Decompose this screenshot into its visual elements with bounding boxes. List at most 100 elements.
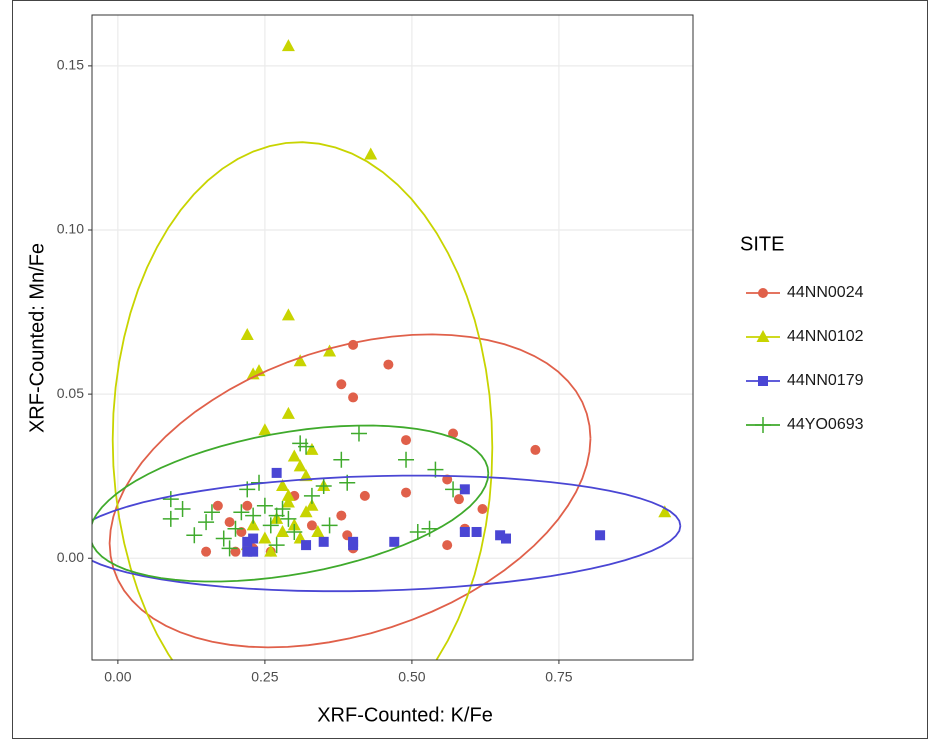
y-tick-label: 0.05 bbox=[57, 385, 84, 401]
point bbox=[293, 459, 307, 472]
legend-marker bbox=[756, 330, 770, 342]
point bbox=[240, 328, 254, 341]
point bbox=[264, 544, 278, 557]
point bbox=[333, 451, 350, 468]
point bbox=[303, 487, 320, 504]
point bbox=[203, 504, 220, 521]
point bbox=[293, 354, 307, 367]
point bbox=[315, 478, 332, 495]
point bbox=[271, 467, 282, 478]
point bbox=[445, 481, 462, 498]
point bbox=[186, 527, 203, 544]
point bbox=[500, 533, 511, 544]
point bbox=[658, 505, 672, 518]
x-axis-title: XRF-Counted: K/Fe bbox=[317, 704, 493, 726]
point bbox=[350, 425, 367, 442]
point bbox=[262, 517, 279, 534]
point bbox=[301, 540, 312, 551]
point bbox=[318, 536, 329, 547]
point bbox=[248, 533, 259, 544]
point bbox=[281, 495, 295, 508]
point bbox=[236, 526, 247, 537]
point bbox=[383, 359, 394, 370]
point bbox=[198, 514, 215, 531]
point bbox=[398, 451, 415, 468]
point bbox=[242, 500, 253, 511]
point bbox=[274, 501, 291, 518]
x-tick-label: 0.25 bbox=[251, 669, 278, 685]
x-tick-label: 0.00 bbox=[104, 669, 131, 685]
point bbox=[215, 530, 232, 547]
y-tick-label: 0.00 bbox=[57, 549, 84, 565]
point bbox=[401, 487, 412, 498]
point bbox=[298, 438, 315, 455]
point bbox=[359, 490, 370, 501]
point bbox=[323, 344, 337, 357]
point bbox=[364, 147, 378, 160]
legend-marker bbox=[755, 417, 771, 433]
point bbox=[245, 507, 262, 524]
point bbox=[281, 308, 295, 321]
point bbox=[224, 517, 235, 528]
point bbox=[299, 469, 313, 482]
confidence-ellipse bbox=[111, 141, 494, 660]
point bbox=[409, 523, 426, 540]
point bbox=[248, 546, 259, 557]
x-tick-label: 0.75 bbox=[545, 669, 572, 685]
point bbox=[305, 442, 319, 455]
point bbox=[286, 523, 303, 540]
legend-label: 44NN0102 bbox=[787, 328, 864, 345]
point bbox=[336, 379, 347, 390]
plot-area bbox=[92, 39, 682, 660]
point bbox=[162, 510, 179, 527]
point bbox=[230, 546, 241, 557]
point bbox=[174, 501, 191, 518]
point bbox=[276, 479, 290, 492]
point bbox=[299, 505, 313, 518]
point bbox=[276, 524, 290, 537]
point bbox=[459, 484, 470, 495]
point bbox=[233, 504, 250, 521]
point bbox=[495, 530, 506, 541]
panel-border bbox=[91, 14, 694, 661]
point bbox=[281, 39, 295, 52]
point bbox=[401, 435, 412, 446]
point bbox=[311, 524, 325, 537]
point bbox=[258, 531, 272, 544]
legend-label: 44NN0024 bbox=[787, 284, 864, 301]
point bbox=[268, 537, 285, 554]
x-tick-label: 0.50 bbox=[398, 669, 425, 685]
point bbox=[595, 530, 606, 541]
point bbox=[227, 520, 244, 537]
point bbox=[471, 526, 482, 537]
legend-title: SITE bbox=[740, 233, 784, 255]
point bbox=[280, 510, 297, 527]
legend-marker bbox=[758, 288, 768, 298]
plot-panel bbox=[92, 15, 693, 660]
point bbox=[212, 500, 223, 511]
point bbox=[477, 504, 488, 515]
confidence-ellipse bbox=[108, 333, 592, 649]
point bbox=[348, 536, 359, 547]
y-axis-title: XRF-Counted: Mn/Fe bbox=[26, 243, 48, 433]
point bbox=[242, 546, 253, 557]
point bbox=[242, 536, 253, 547]
confidence-ellipse bbox=[92, 424, 490, 583]
confidence-ellipse bbox=[92, 474, 682, 593]
legend-label: 44YO0693 bbox=[787, 416, 864, 433]
point bbox=[442, 474, 453, 485]
point bbox=[287, 449, 301, 462]
point bbox=[201, 546, 212, 557]
y-tick-label: 0.10 bbox=[57, 221, 84, 237]
point bbox=[348, 392, 359, 403]
point bbox=[389, 536, 400, 547]
point bbox=[246, 518, 260, 531]
point bbox=[530, 444, 541, 455]
y-tick-label: 0.15 bbox=[57, 57, 84, 73]
point bbox=[258, 423, 272, 436]
point bbox=[453, 494, 464, 505]
legend-label: 44NN0179 bbox=[787, 372, 864, 389]
point bbox=[459, 526, 470, 537]
legend-marker bbox=[758, 376, 768, 386]
